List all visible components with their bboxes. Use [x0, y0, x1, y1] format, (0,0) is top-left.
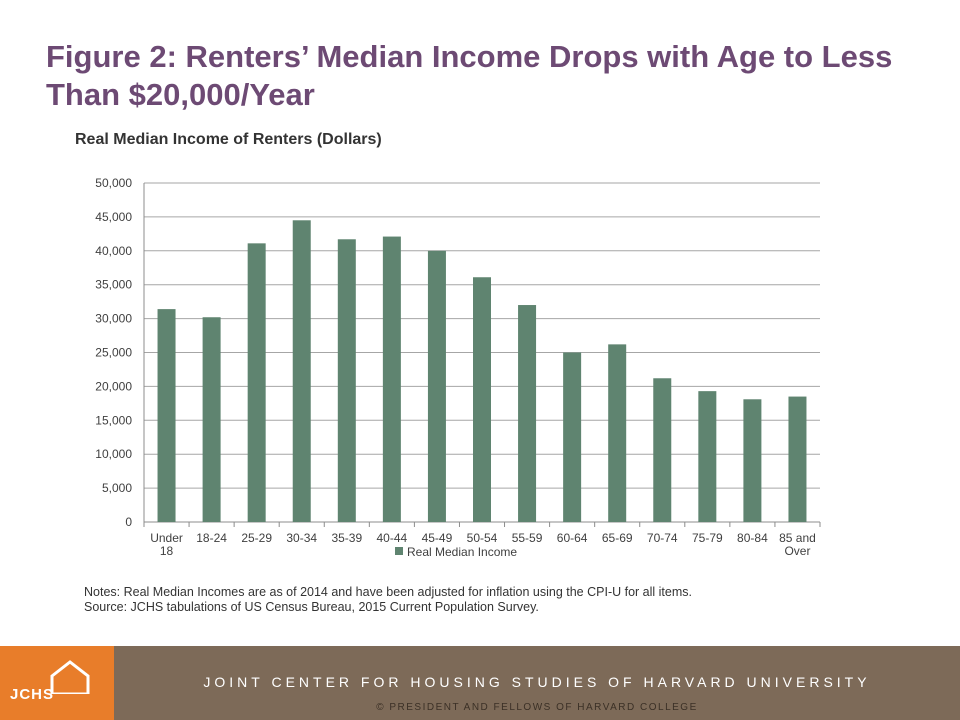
x-tick-label: 35-39	[331, 531, 362, 545]
bar	[202, 317, 221, 522]
bar	[698, 391, 717, 522]
y-tick-label: 20,000	[95, 379, 132, 393]
x-tick-label: 50-54	[467, 531, 498, 545]
x-tick-label: 80-84	[737, 531, 768, 545]
bar	[563, 352, 582, 522]
x-tick-label-line: Under	[150, 531, 183, 545]
x-tick-label: Under 18	[150, 531, 183, 558]
x-tick-label-line: 35-39	[331, 531, 362, 545]
legend-swatch	[395, 547, 403, 555]
x-tick-label: 40-44	[377, 531, 408, 545]
x-tick-label-line: 30-34	[286, 531, 317, 545]
y-tick-label: 45,000	[95, 210, 132, 224]
house-icon	[50, 660, 90, 694]
y-tick-label: 25,000	[95, 346, 132, 360]
bar	[292, 220, 311, 522]
y-tick-label: 30,000	[95, 312, 132, 326]
x-tick-label-line: 80-84	[737, 531, 768, 545]
x-tick-label: 45-49	[422, 531, 453, 545]
jchs-logo: JCHS	[0, 646, 114, 720]
y-tick-label: 15,000	[95, 413, 132, 427]
x-tick-label: 30-34	[286, 531, 317, 545]
x-tick-label: 65-69	[602, 531, 633, 545]
source-line: Source: JCHS tabulations of US Census Bu…	[84, 600, 539, 614]
x-tick-label-line: 18-24	[196, 531, 227, 545]
footer-band: JOINT CENTER FOR HOUSING STUDIES OF HARV…	[114, 646, 960, 720]
y-tick-label: 10,000	[95, 447, 132, 461]
y-tick-label: 40,000	[95, 244, 132, 258]
x-tick-label-line: 55-59	[512, 531, 543, 545]
x-tick-label-line: 18	[160, 544, 174, 558]
bar-chart: 0 5,000 10,000 15,000 20,000 25,000 30,000 35,0…	[95, 176, 821, 559]
notes-line: Notes: Real Median Incomes are as of 201…	[84, 585, 692, 599]
chart-title: Real Median Income of Renters (Dollars)	[75, 131, 382, 148]
x-tick-label-line: 85 and	[779, 531, 816, 545]
x-tick-label: 70-74	[647, 531, 678, 545]
bar	[653, 378, 672, 522]
logo-text: JCHS	[10, 686, 55, 703]
y-tick-label: 0	[125, 515, 132, 529]
x-tick-label: 60-64	[557, 531, 588, 545]
bar	[382, 236, 401, 522]
bar	[743, 399, 762, 522]
legend-label: Real Median Income	[407, 545, 517, 559]
x-tick-label-line: 75-79	[692, 531, 723, 545]
bar	[337, 239, 356, 523]
x-tick-label: 55-59	[512, 531, 543, 545]
x-tick-label: 85 and Over	[779, 531, 816, 558]
bar	[608, 344, 627, 522]
x-tick-label: 18-24	[196, 531, 227, 545]
chart-notes: Notes: Real Median Incomes are as of 201…	[84, 585, 692, 615]
y-tick-label: 5,000	[102, 481, 132, 495]
x-tick-label-line: 45-49	[422, 531, 453, 545]
y-tick-label: 50,000	[95, 176, 132, 190]
y-tick-label: 35,000	[95, 278, 132, 292]
x-tick-label: 75-79	[692, 531, 723, 545]
copyright-text: © PRESIDENT AND FELLOWS OF HARVARD COLLE…	[376, 702, 698, 713]
x-tick-label-line: 50-54	[467, 531, 498, 545]
x-tick-label-line: 70-74	[647, 531, 678, 545]
bar	[473, 277, 491, 522]
page-title: Figure 2: Renters’ Median Income Drops w…	[46, 39, 893, 112]
x-tick-label-line: 60-64	[557, 531, 588, 545]
bar	[427, 250, 446, 523]
x-tick-label: 25-29	[241, 531, 272, 545]
bar	[788, 396, 807, 522]
organization-name: JOINT CENTER FOR HOUSING STUDIES OF HARV…	[203, 674, 871, 690]
x-tick-label-line: 65-69	[602, 531, 633, 545]
bar	[247, 243, 266, 522]
footer: JCHS JOINT CENTER FOR HOUSING STUDIES OF…	[0, 646, 960, 720]
x-tick-label-line: Over	[784, 544, 810, 558]
bar	[157, 309, 176, 522]
x-tick-label-line: 40-44	[377, 531, 408, 545]
x-tick-label-line: 25-29	[241, 531, 272, 545]
bar	[518, 305, 537, 522]
